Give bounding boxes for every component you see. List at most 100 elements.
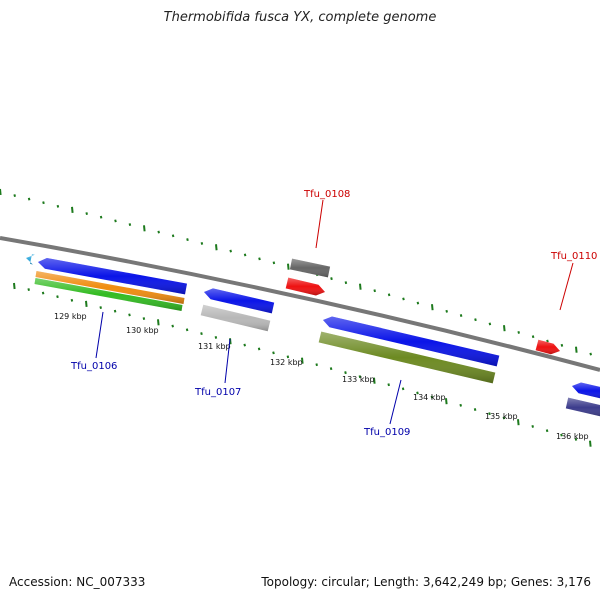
leader-line-tfu-0109 bbox=[389, 379, 402, 425]
gene-tfu-0106-green-feature-shading bbox=[34, 278, 183, 311]
minor-tick bbox=[315, 363, 318, 367]
major-tick bbox=[431, 304, 434, 311]
leader-line-tfu-0107 bbox=[224, 338, 231, 384]
minor-tick bbox=[85, 212, 88, 215]
minor-tick bbox=[488, 412, 491, 416]
scale-label-136: 136 kbp bbox=[556, 432, 589, 441]
minor-tick bbox=[27, 197, 31, 201]
minor-tick bbox=[545, 429, 549, 433]
minor-tick bbox=[200, 241, 204, 245]
major-tick bbox=[71, 206, 74, 213]
minor-tick bbox=[286, 355, 290, 359]
major-tick bbox=[157, 319, 160, 326]
minor-tick bbox=[387, 293, 391, 297]
minor-tick bbox=[186, 238, 189, 242]
minor-tick bbox=[42, 201, 45, 205]
major-tick bbox=[359, 283, 362, 290]
major-tick bbox=[445, 398, 448, 405]
minor-tick bbox=[488, 322, 492, 326]
scale-label-135: 135 kbp bbox=[485, 412, 518, 421]
minor-tick bbox=[171, 234, 175, 238]
gene-tfu-0109-cds-shading bbox=[323, 316, 500, 367]
minor-tick bbox=[214, 335, 218, 339]
minor-tick bbox=[41, 291, 45, 295]
minor-tick bbox=[459, 314, 463, 317]
cyan-feature-shading bbox=[26, 254, 35, 265]
gene-label-tfu-0108[interactable]: Tfu_0108 bbox=[303, 189, 350, 200]
major-tick bbox=[215, 244, 218, 251]
minor-tick bbox=[531, 335, 535, 339]
minor-tick bbox=[185, 328, 189, 332]
minor-tick bbox=[430, 395, 434, 399]
minor-tick bbox=[502, 416, 506, 420]
minor-tick bbox=[243, 343, 246, 347]
minor-tick bbox=[128, 313, 131, 317]
major-tick bbox=[13, 282, 16, 290]
minor-tick bbox=[99, 215, 103, 219]
accession-text: Accession: NC_007333 bbox=[9, 575, 146, 589]
minor-tick bbox=[589, 352, 592, 356]
scale-label-131: 131 kbp bbox=[198, 342, 231, 351]
minor-tick bbox=[157, 230, 160, 234]
minor-tick bbox=[416, 301, 420, 305]
edge-navy-feature-shading bbox=[565, 397, 600, 417]
minor-tick bbox=[128, 223, 132, 227]
leader-line-tfu-0106 bbox=[95, 311, 104, 359]
major-tick bbox=[589, 440, 592, 447]
minor-tick bbox=[358, 375, 362, 379]
minor-tick bbox=[329, 367, 333, 371]
gene-tfu-0110-cds-shading bbox=[535, 339, 560, 355]
gene-label-tfu-0106[interactable]: Tfu_0106 bbox=[70, 361, 117, 372]
minor-tick bbox=[243, 253, 247, 257]
minor-tick bbox=[330, 277, 333, 281]
minor-tick bbox=[142, 317, 146, 321]
minor-tick bbox=[560, 433, 563, 437]
leader-line-tfu-0110 bbox=[559, 262, 574, 311]
scale-label-133: 133 kbp bbox=[342, 375, 375, 384]
minor-tick bbox=[113, 309, 117, 313]
major-tick bbox=[85, 300, 88, 307]
gene-label-tfu-0110[interactable]: Tfu_0110 bbox=[550, 251, 597, 262]
minor-tick bbox=[272, 351, 275, 355]
minor-tick bbox=[70, 298, 74, 302]
minor-tick bbox=[229, 249, 232, 253]
feature-layer bbox=[26, 254, 600, 417]
minor-tick bbox=[473, 408, 477, 411]
major-tick bbox=[143, 225, 146, 232]
minor-tick bbox=[56, 204, 60, 208]
scale-label-134: 134 kbp bbox=[413, 393, 446, 402]
scale-label-129: 129 kbp bbox=[54, 312, 87, 321]
genome-backbone bbox=[0, 236, 600, 372]
major-tick bbox=[287, 263, 290, 270]
minor-tick bbox=[13, 194, 16, 197]
minor-tick bbox=[546, 339, 549, 343]
minor-tick bbox=[344, 281, 348, 285]
major-tick bbox=[503, 325, 506, 332]
gene-label-tfu-0107[interactable]: Tfu_0107 bbox=[194, 387, 241, 398]
minor-tick bbox=[387, 383, 390, 387]
gene-tfu-0109-olive-feature-shading bbox=[318, 331, 496, 384]
minor-tick bbox=[257, 347, 261, 351]
leader-line-tfu-0108 bbox=[315, 199, 324, 249]
minor-tick bbox=[114, 219, 117, 223]
minor-tick bbox=[517, 331, 520, 334]
major-tick bbox=[575, 346, 578, 353]
minor-tick bbox=[574, 437, 578, 441]
minor-tick bbox=[474, 318, 477, 322]
major-tick bbox=[373, 377, 376, 384]
gene-tfu-0108-gray-feature-shading bbox=[289, 258, 331, 278]
scale-label-132: 132 kbp bbox=[270, 358, 303, 367]
inner-tick-ring bbox=[13, 282, 592, 447]
map-title: Thermobifida fusca YX, complete genome bbox=[163, 10, 437, 25]
minor-tick bbox=[258, 257, 261, 261]
gene-label-tfu-0109[interactable]: Tfu_0109 bbox=[363, 427, 410, 438]
major-tick bbox=[301, 357, 304, 364]
minor-tick bbox=[531, 425, 534, 428]
minor-tick bbox=[200, 332, 203, 336]
major-tick bbox=[0, 188, 2, 196]
gene-tfu-0107-cds-shading bbox=[204, 288, 275, 314]
minor-tick bbox=[27, 288, 30, 291]
minor-tick bbox=[401, 387, 405, 391]
minor-tick bbox=[171, 324, 174, 328]
